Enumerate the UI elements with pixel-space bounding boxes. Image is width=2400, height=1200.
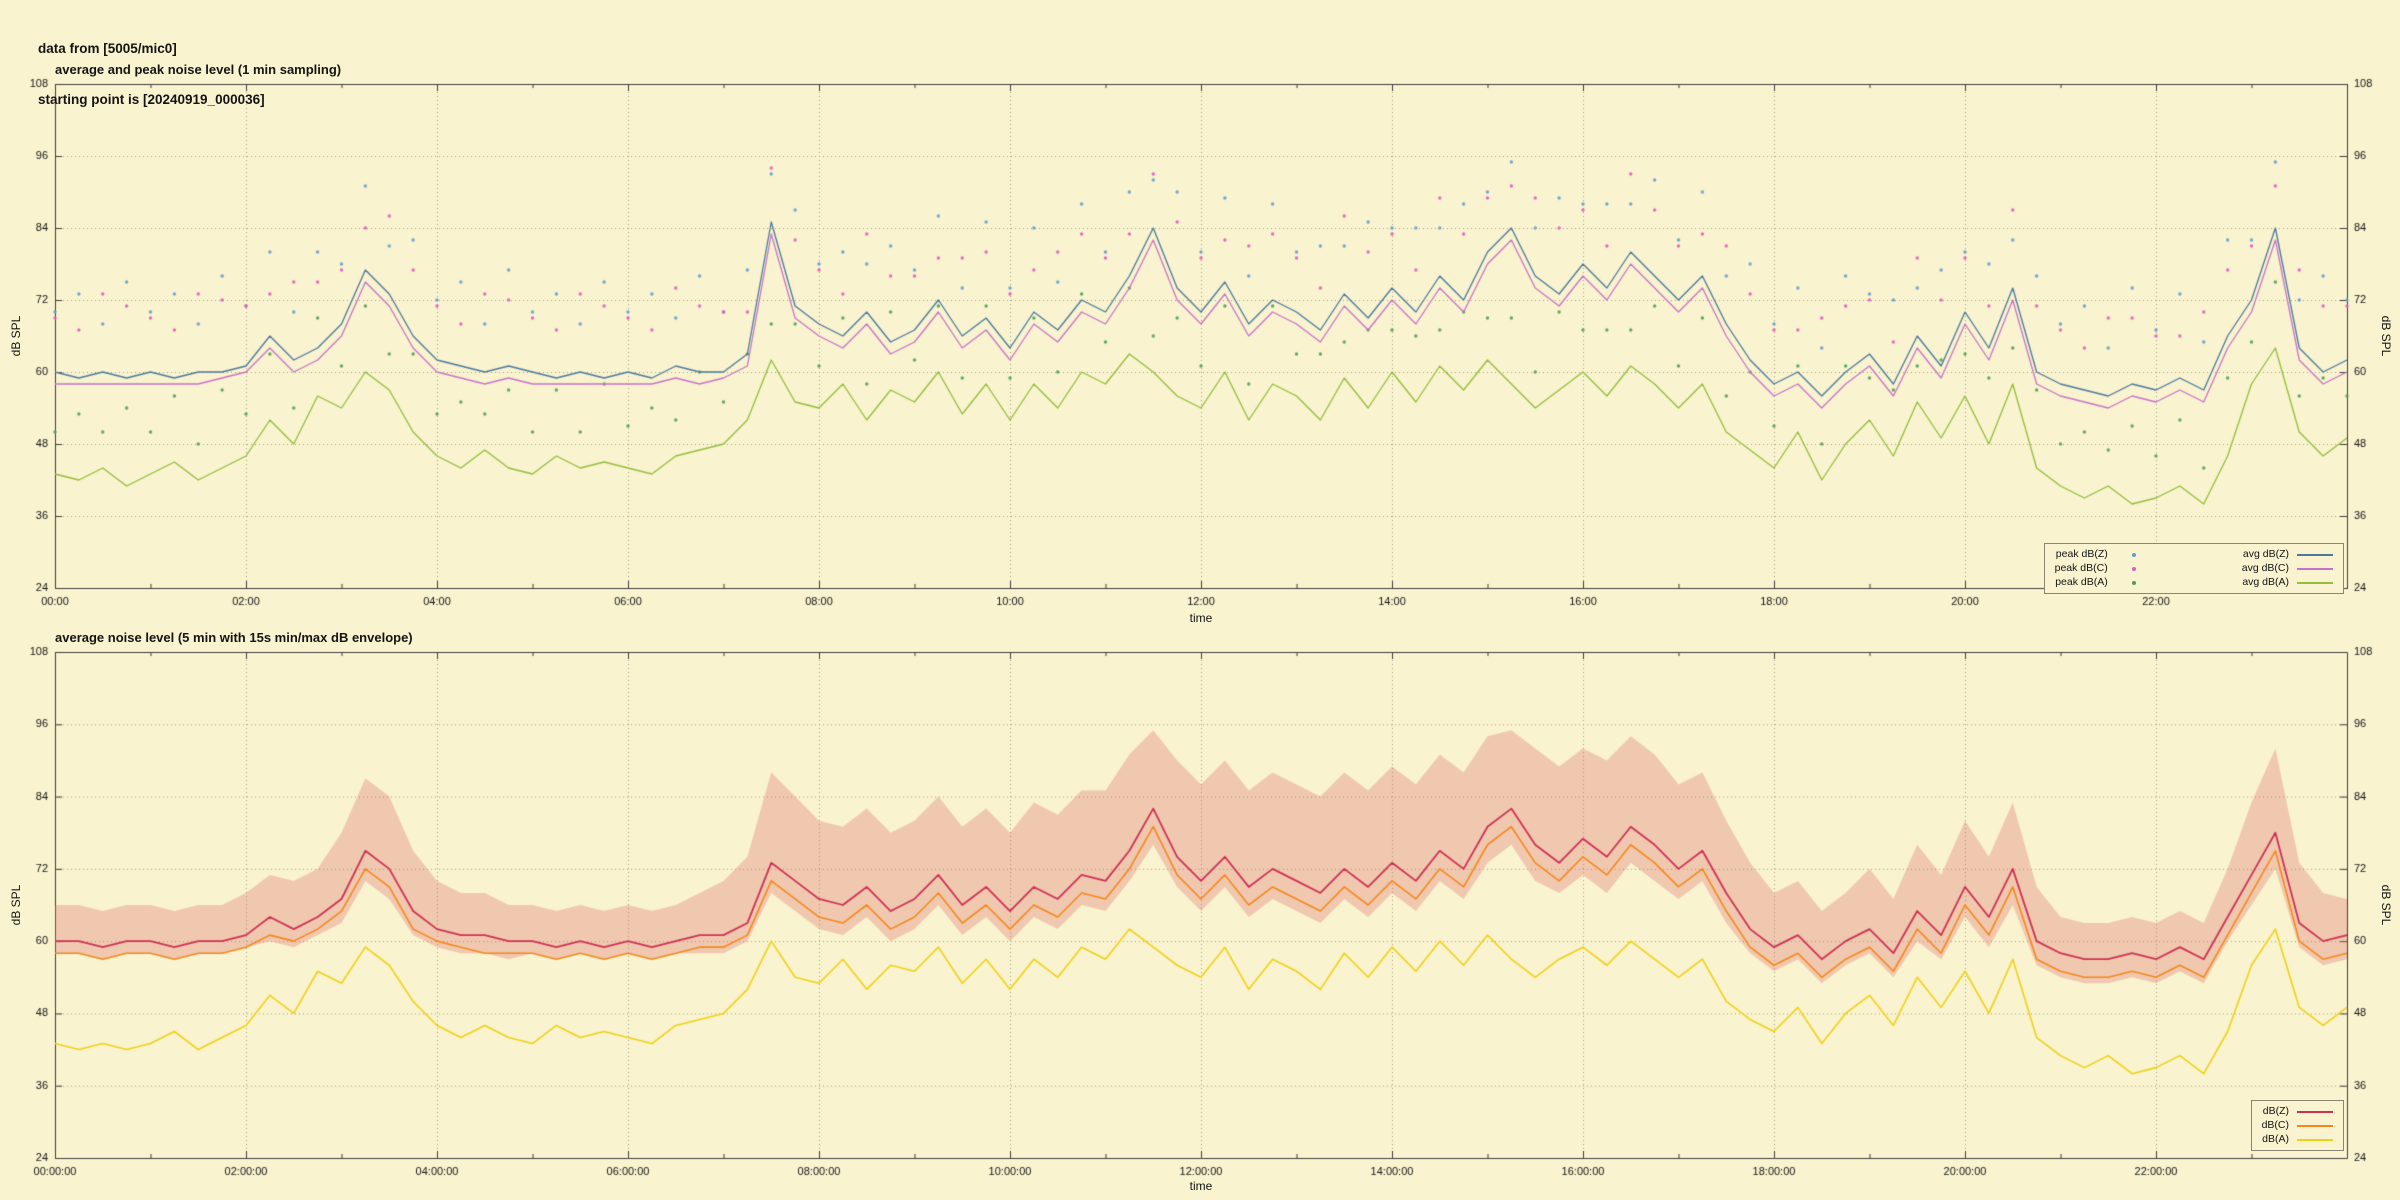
chart-bottom-xlabel: time	[1189, 1179, 1213, 1193]
chart-top-ylabel-left: dB SPL	[9, 315, 23, 357]
chart-bottom-title: average noise level (5 min with 15s min/…	[55, 630, 413, 645]
chart-bottom-ylabel-left: dB SPL	[9, 884, 23, 926]
legend-label: peak dB(Z)	[2055, 548, 2108, 560]
legend-item: peak dB(A)	[2055, 576, 2152, 589]
legend-dot-swatch-icon	[2116, 552, 2152, 557]
chart-bottom-ylabel-right: dB SPL	[2379, 884, 2393, 926]
legend-label: avg dB(A)	[2242, 576, 2289, 588]
chart-bottom-legend: dB(Z) dB(C) dB(A)	[2250, 1100, 2344, 1151]
header: data from [5005/mic0] starting point is …	[38, 6, 265, 125]
legend-line-swatch-icon	[2297, 581, 2333, 584]
chart-top-xlabel: time	[1189, 611, 1213, 625]
legend-line-swatch-icon	[2297, 1124, 2333, 1127]
legend-item: dB(C)	[2262, 1119, 2333, 1132]
legend-line-swatch-icon	[2297, 553, 2333, 556]
legend-item: peak dB(C)	[2055, 562, 2152, 575]
chart-top-ylabel-right: dB SPL	[2379, 315, 2393, 357]
legend-label: peak dB(C)	[2054, 562, 2108, 574]
legend-item: avg dB(Z)	[2242, 548, 2333, 561]
legend-label: avg dB(C)	[2241, 562, 2289, 574]
legend-dot-swatch-icon	[2116, 566, 2152, 571]
legend-label: peak dB(A)	[2055, 576, 2108, 588]
legend-item: avg dB(C)	[2242, 562, 2333, 575]
legend-label: dB(Z)	[2262, 1105, 2289, 1117]
legend-label: avg dB(Z)	[2242, 548, 2289, 560]
legend-item: peak dB(Z)	[2055, 548, 2152, 561]
legend-item: dB(A)	[2262, 1133, 2333, 1146]
header-line1: data from [5005/mic0]	[38, 41, 177, 56]
legend-line-swatch-icon	[2297, 567, 2333, 570]
legend-line-swatch-icon	[2297, 1138, 2333, 1141]
header-line2: starting point is [20240919_000036]	[38, 92, 265, 107]
legend-line-swatch-icon	[2297, 1110, 2333, 1113]
legend-dot-swatch-icon	[2116, 580, 2152, 585]
legend-item: dB(Z)	[2262, 1105, 2333, 1118]
chart-top-title: average and peak noise level (1 min samp…	[55, 62, 342, 77]
legend-label: dB(A)	[2262, 1133, 2289, 1145]
legend-label: dB(C)	[2261, 1119, 2289, 1131]
legend-item: avg dB(A)	[2242, 576, 2333, 589]
chart-top-legend: peak dB(Z) avg dB(Z) peak dB(C) avg dB(C) pe…	[2043, 543, 2344, 594]
